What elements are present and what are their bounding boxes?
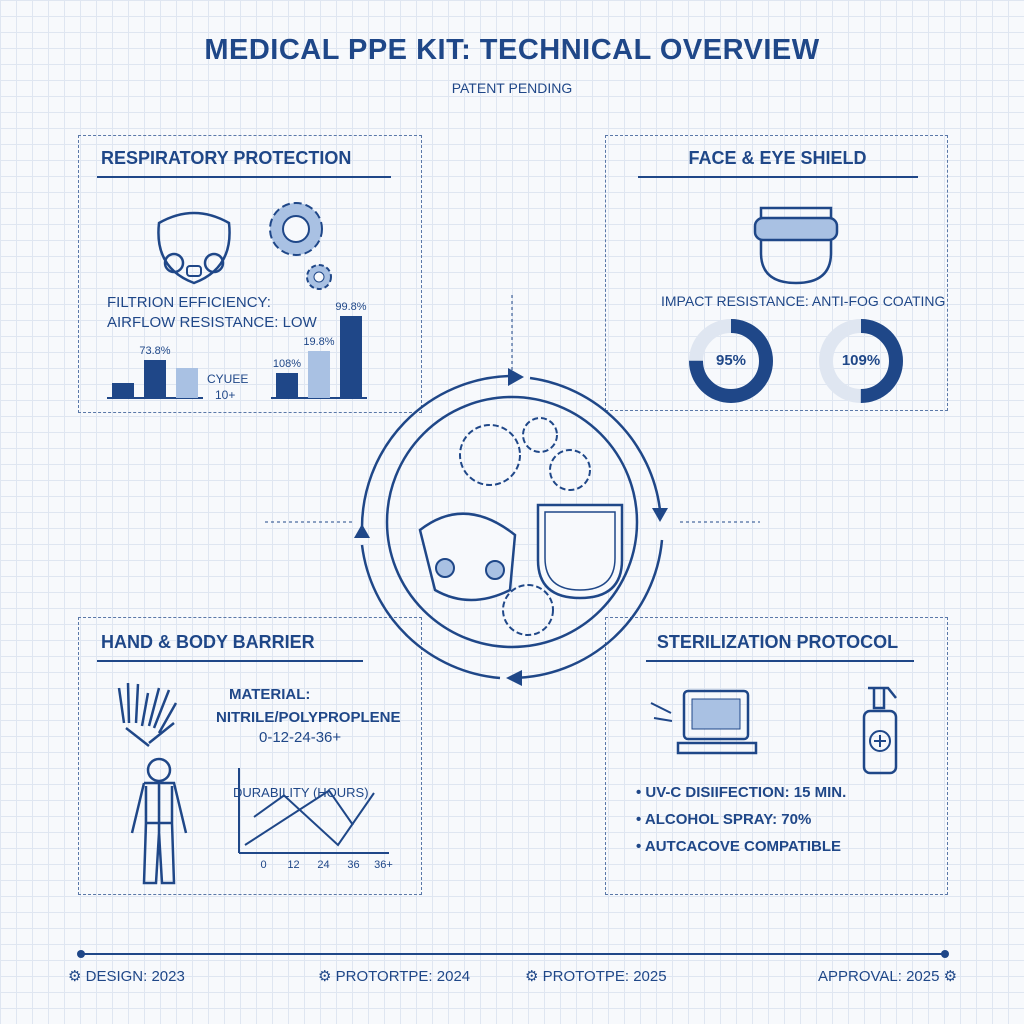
sterilization-panel: STERILIZATION PROTOCOL • UV-C DISIIFECTI… (605, 617, 948, 895)
gear-icon: ⚙ (525, 968, 543, 985)
durability-title: DURABILITY (HOURS) (233, 785, 369, 800)
timeline-item-prototype-1: ⚙ PROTORTPE: 2024 (318, 968, 471, 985)
durability-line-chart: 0 12 24 36 36+ (238, 768, 393, 871)
face-shield-icon (753, 206, 839, 285)
bar-chart-a: 73.8% (107, 345, 203, 399)
page-subtitle: PATENT PENDING (451, 80, 573, 96)
face-shield-panel: FACE & EYE SHIELD IMPACT RESISTANCE: ANT… (605, 135, 948, 411)
bar-label: 99.8% (335, 301, 366, 313)
gear-icon: ⚙ (68, 968, 86, 985)
bar (112, 383, 134, 398)
timeline-end-dot (941, 950, 949, 958)
timeline-item-approval: APPROVAL: 2025 ⚙ (818, 968, 958, 985)
bar-label: 19.8% (303, 336, 334, 348)
respiratory-heading: RESPIRATORY PROTECTION (101, 148, 352, 168)
bar (176, 368, 198, 398)
steril-item-3: • AUTCACOVE COMPATIBLE (636, 838, 841, 855)
timeline-item-design: ⚙ DESIGN: 2023 (68, 968, 185, 985)
impact-label: IMPACT RESISTANCE: ANTI-FOG COATING (661, 293, 946, 309)
material-label: MATERIAL: (229, 686, 311, 703)
uv-machine-icon (650, 689, 758, 755)
respirator-icon (157, 211, 231, 285)
steril-item-2: • ALCOHOL SPRAY: 70% (636, 811, 812, 828)
donut-label-1: 95% (715, 352, 747, 369)
material-value: NITRILE/POLYPROPLENE (216, 709, 401, 726)
bar (276, 373, 298, 398)
x-tick: 12 (287, 859, 299, 871)
line-series (253, 792, 375, 847)
gloves-icon (117, 682, 178, 747)
donut-arc (689, 319, 773, 403)
scale-label: 0-12-24-36+ (259, 729, 342, 746)
x-tick: 24 (317, 859, 329, 871)
donut-arc (819, 319, 903, 403)
donut-charts (689, 319, 903, 403)
respiratory-panel: RESPIRATORY PROTECTION FILTRION EFFICIEN… (78, 135, 422, 413)
airflow-label: AIRFLOW RESISTANCE: LOW (107, 314, 317, 331)
steril-item-1: • UV-C DISIIFECTION: 15 MIN. (636, 784, 847, 801)
hand-heading: HAND & BODY BARRIER (101, 632, 315, 652)
bar-label: 108% (273, 358, 301, 370)
face-heading: FACE & EYE SHIELD (688, 148, 867, 168)
timeline-line (80, 953, 946, 955)
gear-icon: ⚙ (318, 968, 336, 985)
cycle-label: CYUEE (207, 372, 249, 386)
bar (308, 351, 330, 398)
coverall-icon (130, 757, 188, 885)
small-gear-icon (306, 264, 332, 290)
bar-chart-b: 108%19.8% 99.8% (271, 301, 367, 399)
page-title: MEDICAL PPE KIT: TECHNICAL OVERVIEW (204, 34, 820, 66)
hand-body-panel: HAND & BODY BARRIER MATERIAL: NITRILE/PO… (78, 617, 422, 895)
cycle-value: 10+ (215, 388, 236, 402)
timeline-start-dot (77, 950, 85, 958)
steril-heading: STERILIZATION PROTOCOL (656, 632, 899, 652)
spray-bottle-icon (862, 686, 898, 775)
donut-label-2: 109% (841, 352, 881, 369)
bar (144, 360, 166, 398)
x-tick: 36+ (374, 859, 393, 871)
x-tick: 36 (347, 859, 359, 871)
gear-icon (269, 202, 323, 256)
filtration-label: FILTRION EFFICIENCY: (107, 294, 271, 311)
bar (340, 316, 362, 398)
gear-icon: ⚙ (939, 968, 958, 985)
x-tick: 0 (260, 859, 266, 871)
line-series (244, 789, 354, 846)
bar-label: 73.8% (139, 345, 170, 357)
timeline-item-prototype-2: ⚙ PROTOTPE: 2025 (525, 968, 667, 985)
